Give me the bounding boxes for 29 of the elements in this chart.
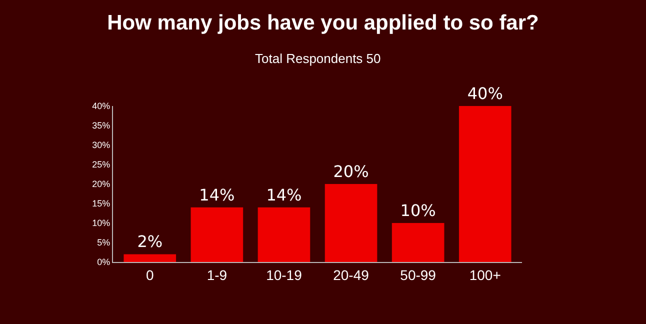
y-tick-label: 0% (97, 257, 110, 268)
chart-subtitle: Total Respondents 50 (255, 51, 381, 66)
y-tick-label: 20% (92, 179, 110, 190)
x-tick-label: 0 (146, 266, 154, 283)
bar (458, 106, 512, 262)
x-tick-label: 20-49 (333, 266, 370, 283)
data-label: 14% (266, 185, 302, 204)
bar (324, 184, 378, 262)
y-tick-label: 40% (92, 101, 110, 112)
y-tick-label: 25% (92, 160, 110, 170)
data-label: 40% (467, 84, 503, 103)
chart-title: How many jobs have you applied to so far? (107, 11, 539, 34)
data-label: 10% (400, 201, 436, 220)
bar (392, 223, 444, 262)
x-tick-label: 1-9 (206, 266, 228, 283)
bar (124, 254, 176, 262)
y-tick-label: 5% (97, 238, 110, 248)
x-tick-label: 100+ (469, 266, 501, 283)
y-tick-label: 35% (92, 120, 110, 131)
y-tick-label: 15% (92, 198, 110, 209)
data-label: 20% (333, 162, 369, 181)
bar (190, 207, 244, 262)
y-tick-label: 30% (92, 140, 110, 150)
x-tick-label: 10-19 (266, 266, 302, 283)
data-label: 2% (137, 232, 163, 252)
y-tick-label: 10% (92, 218, 110, 228)
bar (258, 207, 310, 262)
x-tick-label: 50-99 (400, 266, 436, 283)
data-label: 14% (199, 185, 235, 204)
